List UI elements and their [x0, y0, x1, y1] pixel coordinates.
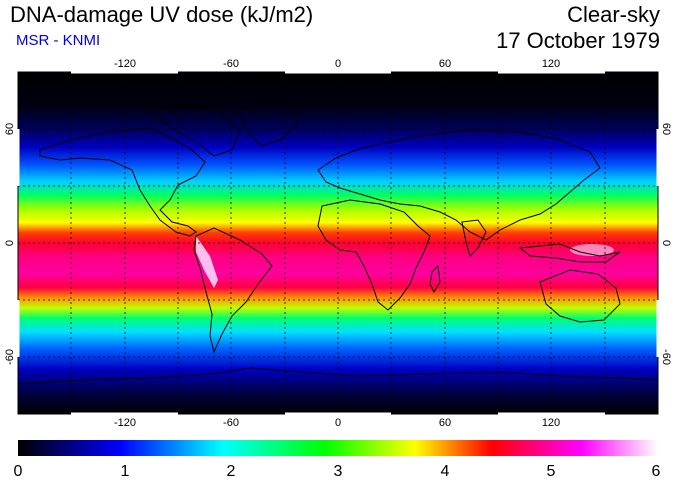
- lon-top-label-5: 120: [542, 58, 560, 70]
- lat-right-label-60: 60: [660, 123, 672, 135]
- indonesia-high-uv: [570, 244, 614, 256]
- lon-bottom-label-5: 120: [542, 417, 560, 429]
- lon-top-label-4: 60: [439, 58, 451, 70]
- lat-left-label-0: 0: [4, 240, 16, 246]
- grid-lines: [18, 72, 658, 414]
- lat-left-label-minus60: -60: [4, 349, 16, 365]
- map-title: DNA-damage UV dose (kJ/m2): [10, 2, 314, 27]
- colorbar: [18, 440, 658, 456]
- sky-condition-label: Clear-sky: [567, 2, 660, 27]
- colorbar-label-2: 2: [227, 463, 236, 480]
- colorbar-label-1: 1: [121, 463, 130, 480]
- lon-bottom-label-2: -60: [223, 417, 239, 429]
- lat-left-label-60: 60: [4, 123, 16, 135]
- map-frame: [16, 70, 660, 416]
- lon-bottom-label-4: 60: [439, 417, 451, 429]
- source-label: MSR - KNMI: [16, 32, 101, 49]
- colorbar-label-0: 0: [14, 463, 23, 480]
- colorbar-label-5: 5: [547, 463, 556, 480]
- lon-top-label-2: -60: [223, 58, 239, 70]
- lon-top-label-3: 0: [335, 58, 341, 70]
- coastlines: [18, 99, 658, 385]
- lon-top-label-1: -120: [114, 58, 136, 70]
- lon-bottom-label-3: 0: [335, 417, 341, 429]
- date-label: 17 October 1979: [496, 28, 660, 53]
- colorbar-label-3: 3: [334, 463, 343, 480]
- lat-right-label-minus60: -60: [660, 349, 672, 365]
- colorbar-label-4: 4: [441, 463, 450, 480]
- lon-bottom-label-1: -120: [114, 417, 136, 429]
- andes-high-uv: [196, 236, 218, 288]
- colorbar-label-6: 6: [652, 463, 661, 480]
- lat-right-label-0: 0: [660, 240, 672, 246]
